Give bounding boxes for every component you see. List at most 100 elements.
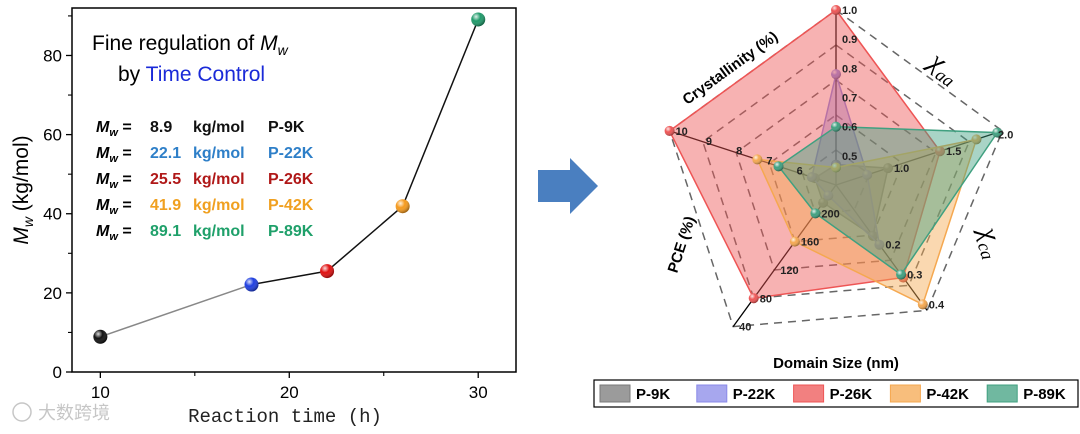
radar-tick-label: 0.9 bbox=[842, 34, 857, 46]
radar-point-shine bbox=[831, 5, 841, 15]
radar-axis-line bbox=[732, 184, 837, 327]
radar-tick-label: 2.0 bbox=[998, 129, 1013, 141]
annotation-symbol: M bbox=[96, 197, 110, 214]
radar-point-shine bbox=[831, 121, 841, 132]
radar-tick-label: 8 bbox=[736, 146, 742, 158]
radar-tick-label: 1.0 bbox=[894, 163, 909, 175]
annotation-row: Mw = bbox=[96, 145, 132, 165]
radar-point-shine bbox=[810, 208, 821, 219]
line-segment bbox=[100, 283, 252, 338]
annotation-equals: = bbox=[118, 197, 132, 214]
radar-grid-ring bbox=[701, 44, 971, 300]
watermark: 大数跨境 bbox=[12, 402, 110, 423]
y-tick-label: 0 bbox=[53, 363, 62, 382]
mw-annotations: Mw = 8.9 kg/mol P-9K Mw = 22.1 kg/mol P-22K Mw… bbox=[96, 119, 314, 243]
watermark-logo-icon bbox=[12, 402, 32, 422]
radar-tick-label: 0.2 bbox=[885, 240, 900, 252]
y-axis-symbol: M bbox=[10, 227, 33, 245]
radar-point-shine bbox=[818, 197, 829, 208]
radar-tick-label: 7 bbox=[766, 155, 772, 167]
radar-point-shine bbox=[971, 134, 982, 145]
chart-title-subscript: w bbox=[278, 42, 289, 58]
y-tick-label: 40 bbox=[43, 205, 62, 224]
annotation-unit: kg/mol bbox=[193, 119, 245, 136]
data-point-shine bbox=[93, 329, 108, 344]
radar-axis-chi-aa: χaa bbox=[919, 44, 966, 91]
radar-point-shine bbox=[773, 161, 784, 172]
watermark-text: 大数跨境 bbox=[38, 403, 110, 423]
radar-tick-label: 120 bbox=[780, 265, 798, 277]
annotation-value: 25.5 bbox=[150, 171, 181, 188]
annotation-value: 8.9 bbox=[150, 119, 172, 136]
y-axis-title: Mw (kg/mol) bbox=[10, 135, 36, 244]
data-point-shine bbox=[471, 12, 486, 27]
radar-series-area bbox=[777, 125, 999, 276]
annotation-sample: P-22K bbox=[268, 145, 314, 162]
annotation-value: 22.1 bbox=[150, 145, 181, 162]
radar-tick-labels: 0.5 0.6 0.7 0.8 0.9 1.0 1.0 1.5 2.0 0.2 0.3 0.4 40 80… bbox=[676, 5, 1014, 334]
radar-grid-ring bbox=[668, 9, 1004, 328]
x-tick-label: 20 bbox=[280, 383, 299, 402]
annotation-sample: P-9K bbox=[268, 119, 305, 136]
radar-point-shine bbox=[917, 299, 928, 310]
radar-axis-pce: PCE (%) bbox=[665, 214, 699, 275]
annotation-sample: P-89K bbox=[268, 223, 314, 240]
annotation-unit: kg/mol bbox=[193, 197, 245, 214]
y-axis-subscript: w bbox=[20, 216, 36, 227]
radar-series-area bbox=[810, 71, 881, 247]
chart-title-symbol: M bbox=[260, 32, 278, 55]
annotation-value: 89.1 bbox=[150, 223, 181, 240]
radar-tick-label: 0.7 bbox=[842, 93, 857, 105]
radar-tick-label: 160 bbox=[801, 237, 819, 249]
radar-grid-ring bbox=[735, 79, 937, 271]
annotation-symbol: M bbox=[96, 223, 110, 240]
mw-line-chart: 10 20 30 0 20 40 60 80 Reaction time (h) Mw (kg… bbox=[10, 7, 517, 428]
annotation-subscript: w bbox=[109, 205, 119, 217]
radar-point-shine bbox=[862, 169, 873, 180]
radar-axis-chi-ca: χca bbox=[969, 221, 1011, 262]
data-lines bbox=[100, 19, 479, 338]
radar-point-shine bbox=[748, 293, 759, 304]
chart-title-line1: Fine regulation of Mw bbox=[92, 32, 289, 58]
legend-label: P-22K bbox=[733, 386, 776, 403]
annotation-symbol: M bbox=[96, 145, 110, 162]
annotation-symbol: M bbox=[96, 119, 110, 136]
radar-axis-domain-size: Domain Size (nm) bbox=[773, 355, 899, 372]
radar-series bbox=[664, 5, 1003, 310]
radar-tick-label: 0.8 bbox=[842, 63, 857, 75]
line-segment bbox=[401, 19, 479, 207]
annotation-row: Mw = bbox=[96, 119, 132, 139]
annotation-row: Mw = bbox=[96, 171, 132, 191]
annotation-value: 41.9 bbox=[150, 197, 181, 214]
legend-label: P-42K bbox=[926, 386, 969, 403]
radar-point-shine bbox=[831, 162, 841, 173]
arrow-icon bbox=[538, 158, 598, 214]
annotation-subscript: w bbox=[109, 153, 119, 165]
annotation-equals: = bbox=[118, 145, 132, 162]
data-points bbox=[93, 12, 486, 344]
legend-swatch bbox=[793, 384, 825, 403]
annotation-unit: kg/mol bbox=[193, 223, 245, 240]
radar-tick-label: 6 bbox=[797, 165, 803, 177]
radar-point-shine bbox=[823, 190, 834, 201]
radar-series-area bbox=[756, 138, 978, 306]
chi-ca-subscript: ca bbox=[974, 240, 998, 262]
data-point-shine bbox=[320, 264, 335, 279]
line-segment bbox=[251, 270, 328, 286]
annotation-subscript: w bbox=[109, 179, 119, 191]
chart-title-accent: Time Control bbox=[146, 63, 265, 86]
radar-tick-label: 200 bbox=[821, 208, 839, 220]
radar-tick-label: 0.6 bbox=[842, 122, 857, 134]
legend-label: P-9K bbox=[636, 386, 670, 403]
legend-label: P-26K bbox=[830, 386, 873, 403]
radar-legend: P-9K P-22K P-26K P-42K P-89K bbox=[593, 379, 1079, 408]
radar-tick-label: 9 bbox=[706, 136, 712, 148]
radar-grid-ring bbox=[768, 114, 904, 243]
plot-frame bbox=[71, 7, 517, 373]
radar-tick-label: 1.0 bbox=[842, 5, 857, 17]
annotation-equals: = bbox=[118, 171, 132, 188]
radar-point-shine bbox=[896, 269, 907, 280]
annotation-equals: = bbox=[118, 223, 132, 240]
radar-point-shine bbox=[992, 127, 1003, 138]
